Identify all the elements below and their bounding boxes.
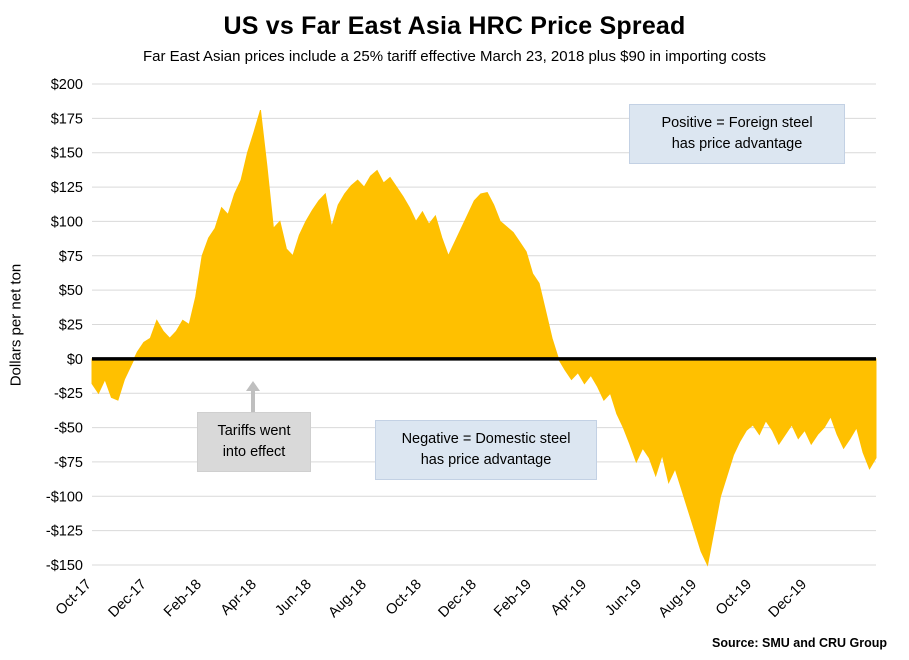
x-tick-label: Jun-19 [602, 577, 645, 620]
arrow-head [246, 381, 260, 391]
negative-annotation: Negative = Domestic steel has price adva… [375, 420, 597, 481]
x-tick-label: Feb-18 [161, 577, 205, 621]
y-tick-label: $75 [59, 249, 83, 265]
tariff-annotation: Tariffs went into effect [197, 412, 311, 473]
source-credit: Source: SMU and CRU Group [711, 636, 887, 650]
y-tick-label: $50 [59, 283, 83, 299]
x-tick-label: Oct-17 [53, 577, 95, 619]
y-tick-label: -$50 [54, 421, 83, 437]
x-tick-label: Dec-17 [105, 577, 149, 621]
x-tick-label: Apr-18 [218, 577, 260, 619]
x-tick-label: Oct-19 [713, 577, 755, 619]
y-tick-label: -$150 [46, 558, 83, 574]
x-tick-label: Oct-18 [383, 577, 425, 619]
y-tick-label: $175 [51, 111, 83, 127]
y-tick-label: -$100 [46, 489, 83, 505]
annotation-line: Tariffs went [217, 423, 291, 439]
x-tick-label: Feb-19 [491, 577, 535, 621]
annotation-line: into effect [222, 444, 286, 461]
positive-annotation: Positive = Foreign steel has price advan… [629, 104, 845, 165]
y-tick-label: $150 [51, 146, 83, 162]
y-tick-label: -$75 [54, 455, 83, 471]
x-tick-label: Apr-19 [548, 577, 590, 619]
chart-subtitle: Far East Asian prices include a 25% tari… [142, 48, 767, 65]
x-tick-label: Dec-18 [436, 577, 480, 621]
y-tick-label: $0 [67, 352, 83, 368]
y-tick-label: $25 [59, 318, 83, 334]
x-tick-label: Aug-18 [326, 577, 370, 621]
annotation-line: has price advantage [420, 452, 552, 469]
y-tick-label: $100 [51, 214, 83, 230]
y-tick-label: -$125 [46, 524, 83, 540]
x-tick-label: Aug-19 [656, 577, 700, 621]
y-tick-label: -$25 [54, 386, 83, 402]
annotation-line: has price advantage [671, 136, 803, 153]
up-arrow-icon [241, 381, 265, 412]
x-tick-label: Jun-18 [272, 577, 315, 620]
y-tick-label: $200 [51, 77, 83, 93]
chart-title: US vs Far East Asia HRC Price Spread [223, 12, 686, 40]
annotation-line: Positive = Foreign steel [661, 115, 813, 131]
annotation-line: Negative = Domestic steel [401, 431, 571, 447]
y-tick-label: $125 [51, 180, 83, 196]
arrow-stem [251, 391, 255, 412]
x-tick-label: Dec-19 [766, 577, 810, 621]
area-series [91, 109, 877, 567]
